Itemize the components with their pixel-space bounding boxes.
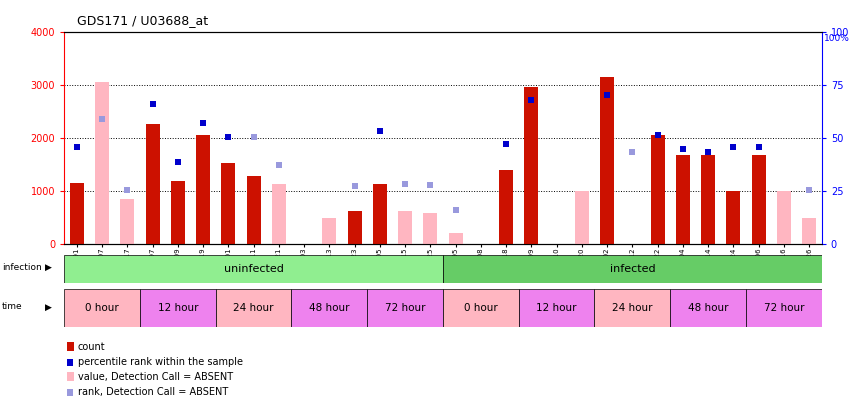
Bar xyxy=(216,289,291,327)
Text: percentile rank within the sample: percentile rank within the sample xyxy=(78,356,243,367)
Text: rank, Detection Call = ABSENT: rank, Detection Call = ABSENT xyxy=(78,386,229,396)
Bar xyxy=(424,213,437,244)
Text: uninfected: uninfected xyxy=(223,264,283,274)
Bar xyxy=(676,154,690,244)
Text: 12 hour: 12 hour xyxy=(158,303,198,313)
Bar xyxy=(95,82,109,244)
Bar xyxy=(777,190,791,244)
Text: 72 hour: 72 hour xyxy=(385,303,425,313)
Bar xyxy=(651,135,664,244)
Bar xyxy=(600,77,614,244)
Bar xyxy=(373,184,387,244)
Bar xyxy=(196,135,210,244)
Text: ▶: ▶ xyxy=(45,263,51,272)
Bar xyxy=(291,289,367,327)
Text: 72 hour: 72 hour xyxy=(764,303,804,313)
Text: 24 hour: 24 hour xyxy=(612,303,652,313)
Text: 0 hour: 0 hour xyxy=(86,303,119,313)
Bar xyxy=(146,124,159,244)
Bar xyxy=(64,289,140,327)
Bar xyxy=(802,218,816,244)
Bar xyxy=(746,289,822,327)
Bar xyxy=(499,170,513,244)
Text: 24 hour: 24 hour xyxy=(234,303,274,313)
Bar xyxy=(323,217,336,244)
Bar xyxy=(670,289,746,327)
Bar xyxy=(443,289,519,327)
Text: GDS171 / U03688_at: GDS171 / U03688_at xyxy=(77,14,208,27)
Text: 12 hour: 12 hour xyxy=(537,303,577,313)
Bar xyxy=(594,289,670,327)
Bar xyxy=(701,154,715,244)
Bar xyxy=(525,87,538,244)
Bar xyxy=(140,289,216,327)
Bar xyxy=(121,199,134,244)
Bar xyxy=(575,190,589,244)
Text: 48 hour: 48 hour xyxy=(688,303,728,313)
Bar xyxy=(519,289,594,327)
Text: count: count xyxy=(78,341,105,352)
Text: 48 hour: 48 hour xyxy=(309,303,349,313)
Bar xyxy=(171,181,185,244)
Bar xyxy=(70,183,84,244)
Bar xyxy=(272,184,286,244)
Bar xyxy=(752,154,765,244)
Text: time: time xyxy=(2,303,22,311)
Text: infection: infection xyxy=(2,263,41,272)
Bar xyxy=(398,211,412,244)
Bar xyxy=(449,233,462,244)
Text: ▶: ▶ xyxy=(45,303,51,311)
Text: value, Detection Call = ABSENT: value, Detection Call = ABSENT xyxy=(78,371,233,382)
Bar xyxy=(727,190,740,244)
Bar xyxy=(247,176,260,244)
Text: 100%: 100% xyxy=(824,34,850,43)
Text: 0 hour: 0 hour xyxy=(464,303,497,313)
Bar xyxy=(348,211,361,244)
Bar xyxy=(64,255,443,283)
Bar xyxy=(367,289,443,327)
Bar xyxy=(443,255,822,283)
Text: infected: infected xyxy=(609,264,655,274)
Bar xyxy=(222,163,235,244)
